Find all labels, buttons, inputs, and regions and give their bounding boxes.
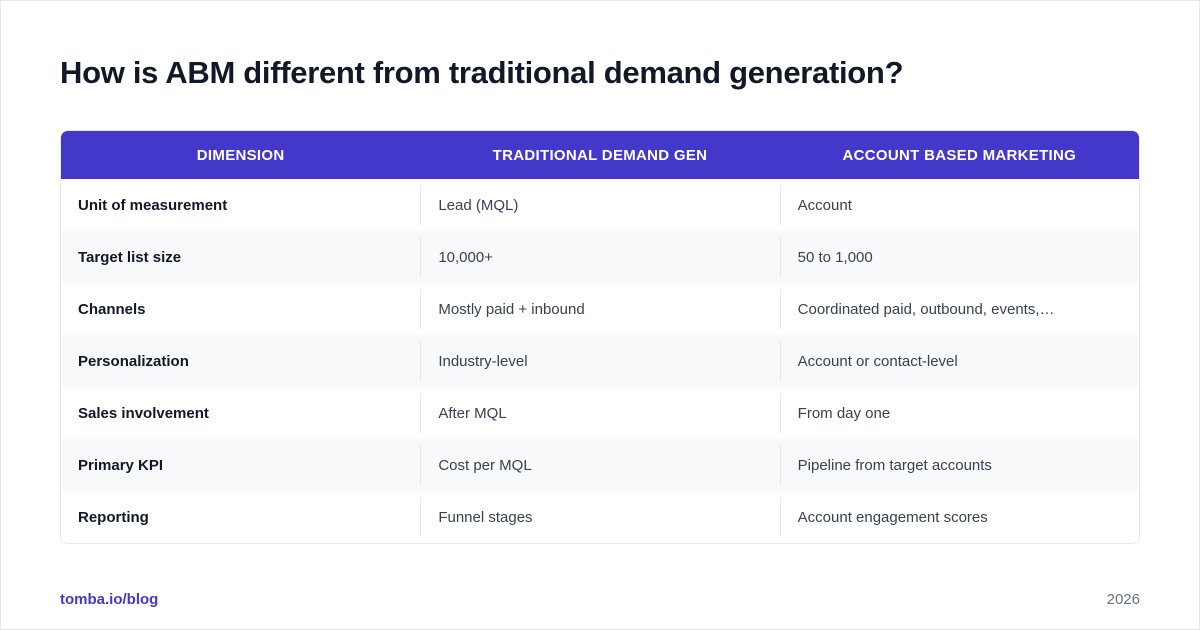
table-row: Target list size 10,000+ 50 to 1,000: [61, 231, 1139, 283]
abm-cell: Account engagement scores: [779, 491, 1139, 543]
dimension-cell: Channels: [78, 300, 146, 318]
comparison-table: DIMENSION TRADITIONAL DEMAND GEN ACCOUNT…: [60, 130, 1140, 544]
table-row: Channels Mostly paid + inbound Coordinat…: [61, 283, 1139, 335]
year-label: 2026: [1106, 591, 1140, 608]
dimension-cell: Personalization: [78, 352, 189, 370]
dimension-cell: Target list size: [78, 248, 182, 266]
traditional-cell: After MQL: [420, 387, 779, 439]
traditional-cell: Industry-level: [420, 335, 779, 387]
abm-cell: Coordinated paid, outbound, events,…: [779, 283, 1139, 335]
abm-cell: Account: [779, 179, 1139, 231]
abm-cell: Pipeline from target accounts: [779, 439, 1139, 491]
traditional-cell: Cost per MQL: [420, 439, 779, 491]
abm-cell: Account or contact-level: [779, 335, 1139, 387]
traditional-cell: Lead (MQL): [420, 179, 779, 231]
table-row: Reporting Funnel stages Account engageme…: [61, 491, 1139, 543]
abm-cell: 50 to 1,000: [779, 231, 1139, 283]
dimension-cell: Primary KPI: [78, 456, 164, 474]
traditional-cell: Funnel stages: [420, 491, 779, 543]
table-row: Sales involvement After MQL From day one: [61, 387, 1139, 439]
dimension-cell: Reporting: [78, 508, 149, 526]
dimension-cell: Sales involvement: [78, 404, 209, 422]
abm-cell: From day one: [779, 387, 1139, 439]
table-row: Personalization Industry-level Account o…: [61, 335, 1139, 387]
traditional-cell: Mostly paid + inbound: [420, 283, 779, 335]
traditional-cell: 10,000+: [420, 231, 779, 283]
dimension-cell: Unit of measurement: [78, 196, 228, 214]
column-header-abm: ACCOUNT BASED MARKETING: [842, 146, 1077, 164]
page-title: How is ABM different from traditional de…: [60, 55, 904, 90]
table-row: Primary KPI Cost per MQL Pipeline from t…: [61, 439, 1139, 491]
table-header: DIMENSION TRADITIONAL DEMAND GEN ACCOUNT…: [61, 131, 1139, 179]
source-link[interactable]: tomba.io/blog: [60, 591, 159, 608]
column-header-traditional: TRADITIONAL DEMAND GEN: [492, 146, 708, 164]
column-header-dimension: DIMENSION: [196, 146, 285, 164]
table-row: Unit of measurement Lead (MQL) Account: [61, 179, 1139, 231]
